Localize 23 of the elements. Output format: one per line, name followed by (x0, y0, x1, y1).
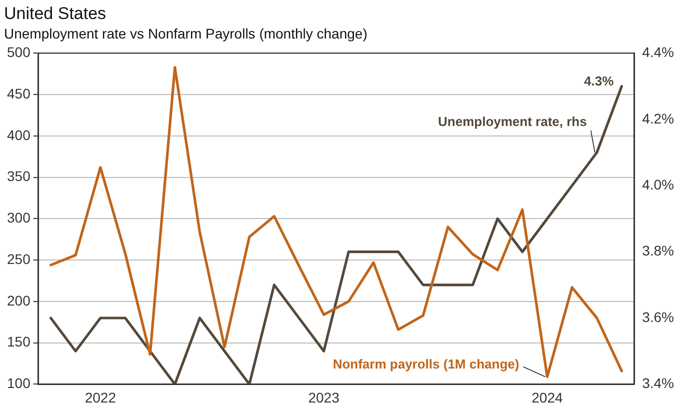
y-tick-label: 450 (7, 85, 31, 102)
y-tick-label: 150 (7, 334, 31, 350)
y-tick-label: 400 (7, 126, 31, 143)
y-tick-label: 300 (7, 210, 31, 226)
chart-subtitle: Unemployment rate vs Nonfarm Payrolls (monthly change) (4, 26, 368, 42)
x-tick-label: 2022 (84, 389, 116, 406)
y2-tick-label: 3.8% (642, 242, 674, 259)
y2-tick-label: 4.4% (642, 44, 674, 60)
y-tick-label: 100 (7, 375, 31, 392)
series-label: Nonfarm payrolls (1M change) (332, 356, 520, 372)
y-tick-label: 500 (7, 44, 31, 60)
y2-tick-label: 3.4% (642, 375, 674, 392)
x-tick-label: 2024 (532, 389, 563, 406)
y2-tick-label: 4.0% (642, 176, 674, 192)
y2-tick-label: 4.2% (642, 110, 674, 126)
data-label: 4.3% (584, 73, 614, 88)
y-tick-label: 350 (7, 168, 31, 184)
y-tick-label: 250 (7, 250, 31, 267)
x-tick-label: 2023 (308, 389, 340, 406)
y-tick-label: 200 (7, 292, 31, 308)
chart-title: United States (4, 4, 106, 23)
y2-tick-label: 3.6% (642, 308, 674, 325)
series-label: Unemployment rate, rhs (438, 114, 587, 130)
